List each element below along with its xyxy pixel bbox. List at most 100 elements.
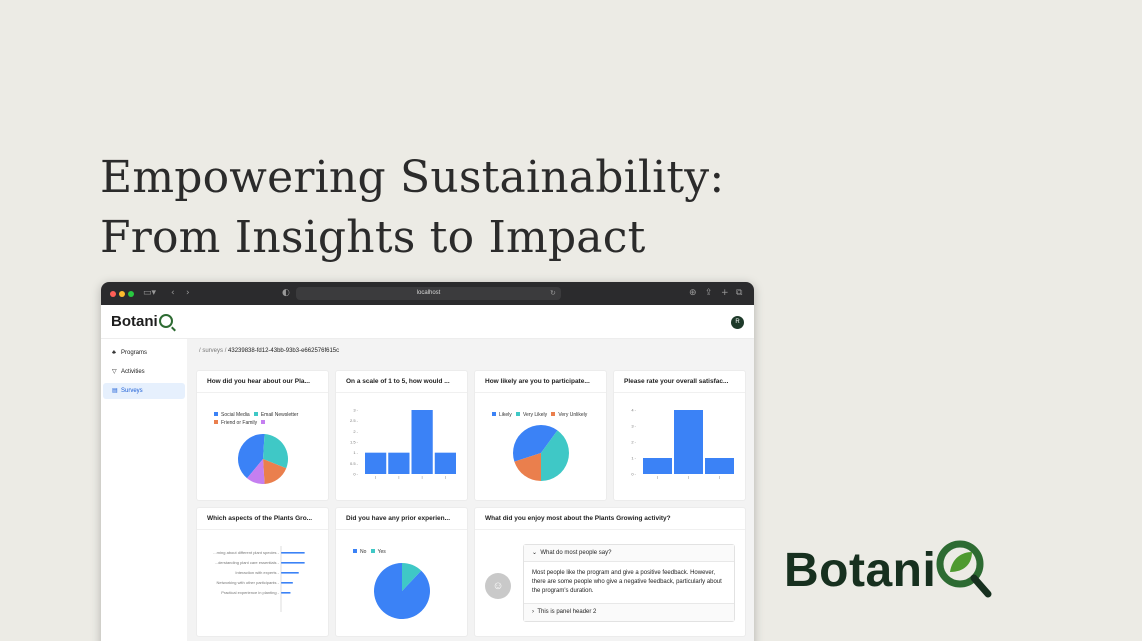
minimize-window-icon[interactable]	[119, 291, 125, 297]
y-tick-label: 1 -	[631, 456, 636, 461]
bar[interactable]	[281, 582, 293, 584]
pie-slice[interactable]	[514, 453, 541, 481]
bar[interactable]	[411, 410, 433, 474]
pie-slice[interactable]	[238, 434, 265, 479]
pie-chart[interactable]	[238, 434, 288, 484]
chevron-right-icon: ›	[532, 609, 534, 615]
shield-icon: ◐	[282, 288, 290, 298]
bar-chart[interactable]: 0 - 0.5 - 1 - 1.5 - 2 - 2.5 - 3 -	[346, 404, 461, 484]
legend-item[interactable]: Email Newsletter	[253, 412, 298, 418]
bar[interactable]	[388, 452, 410, 474]
bar[interactable]	[674, 410, 703, 474]
chart-legend: Social Media Email Newsletter Friend or …	[214, 411, 324, 427]
brand-logo: Botani	[784, 536, 998, 601]
sidebar-item-label: Activities	[121, 369, 145, 375]
horizontal-bar-chart[interactable]: ...rning about different plant species -…	[199, 546, 327, 626]
sidebar-item-label: Surveys	[121, 388, 143, 394]
survey-card-participate-likelihood[interactable]: How likely are you to participate... Lik…	[474, 370, 607, 501]
card-title: How likely are you to participate...	[475, 371, 606, 393]
bar-chart[interactable]: 0 - 1 - 2 - 3 - 4 -	[624, 404, 739, 484]
survey-card-prior-experience[interactable]: Did you have any prior experien... No Ye…	[335, 507, 468, 637]
bar[interactable]	[281, 592, 291, 594]
trophy-icon: ▽	[112, 369, 117, 375]
card-title: Please rate your overall satisfac...	[614, 371, 745, 393]
legend-item[interactable]	[261, 420, 268, 426]
survey-card-hear-about[interactable]: How did you hear about our Pla... Social…	[196, 370, 329, 501]
pie-slice[interactable]	[247, 459, 265, 484]
robot-icon: ☺	[485, 573, 511, 599]
address-bar[interactable]: localhost	[296, 287, 561, 300]
answers-accordion: ⌄ What do most people say? Most people l…	[523, 544, 735, 622]
category-label: Interaction with experts -	[235, 570, 279, 575]
bar[interactable]	[281, 562, 305, 564]
accordion-header-label: This is panel header 2	[537, 609, 597, 615]
y-tick-label: 0.5 -	[350, 461, 359, 466]
back-icon[interactable]: ‹	[171, 288, 175, 298]
sidebar-toggle-icon[interactable]: ▭▾	[143, 288, 157, 298]
sidebar-item-activities[interactable]: ▽ Activities	[103, 364, 185, 380]
reload-icon[interactable]: ↻	[550, 289, 556, 297]
card-title: What did you enjoy most about the Plants…	[475, 508, 745, 530]
y-tick-label: 3 -	[631, 424, 636, 429]
headline-line-2: From Insights to Impact	[100, 212, 646, 263]
app-header: Botani R	[101, 305, 754, 339]
card-title: Did you have any prior experien...	[336, 508, 467, 530]
tab-overview-icon[interactable]: ⧉	[736, 288, 743, 298]
y-tick-label: 1.5 -	[350, 440, 359, 445]
accordion-panel-2-header[interactable]: › This is panel header 2	[524, 604, 734, 621]
bar[interactable]	[434, 452, 456, 474]
pie-chart[interactable]	[513, 425, 569, 481]
new-tab-icon[interactable]: +	[721, 288, 729, 298]
browser-window: ▭▾ ‹ › ◐ localhost ↻ ⊕ ⇪ + ⧉ Botani R ♣ P…	[101, 282, 754, 641]
y-tick-label: 0 -	[631, 472, 636, 477]
pie-slice[interactable]	[513, 425, 558, 462]
pie-chart[interactable]	[374, 563, 430, 619]
survey-card-overall-satisfaction[interactable]: Please rate your overall satisfac... 0 -…	[613, 370, 746, 501]
sprout-icon: ♣	[112, 350, 116, 356]
sidebar-item-surveys[interactable]: ▤ Surveys	[103, 383, 185, 399]
survey-card-enjoy-most[interactable]: What did you enjoy most about the Plants…	[474, 507, 746, 637]
category-label: ...rning about different plant species -	[213, 550, 279, 555]
breadcrumb-separator: /	[199, 348, 201, 354]
pie-slice[interactable]	[541, 430, 569, 481]
forward-icon[interactable]: ›	[186, 288, 190, 298]
main-content: / surveys / 43239838-fd12-43bb-93b3-e662…	[187, 339, 754, 641]
sidebar-item-programs[interactable]: ♣ Programs	[103, 345, 185, 361]
survey-card-plants-aspects[interactable]: Which aspects of the Plants Gro... ...rn…	[196, 507, 329, 637]
survey-card-scale-rating[interactable]: On a scale of 1 to 5, how would ... 0 -0…	[335, 370, 468, 501]
headline: Empowering Sustainability: From Insights…	[100, 148, 724, 268]
pie-slice[interactable]	[263, 434, 288, 469]
card-title: Which aspects of the Plants Gro...	[197, 508, 328, 530]
breadcrumb-surveys-link[interactable]: surveys	[202, 348, 224, 354]
bar[interactable]	[705, 458, 734, 474]
y-tick-label: 4 -	[631, 408, 636, 413]
accordion-panel-1-header[interactable]: ⌄ What do most people say?	[524, 545, 734, 562]
bar[interactable]	[281, 572, 299, 574]
accordion-panel-1-body: Most people like the program and give a …	[524, 562, 734, 604]
magnifier-leaf-icon	[158, 314, 173, 328]
legend-item[interactable]: Very Likely	[515, 412, 547, 418]
legend-item[interactable]: Likely	[492, 412, 512, 418]
y-tick-label: 1 -	[353, 450, 358, 455]
y-tick-label: 2 -	[631, 440, 636, 445]
app-logo[interactable]: Botani	[111, 313, 173, 330]
legend-item[interactable]: No	[353, 549, 366, 555]
bar[interactable]	[365, 452, 387, 474]
chart-legend: No Yes	[353, 548, 463, 556]
bar[interactable]	[643, 458, 672, 474]
download-icon[interactable]: ⊕	[689, 288, 697, 298]
legend-item[interactable]: Yes	[370, 549, 386, 555]
legend-item[interactable]: Very Unlikely	[551, 412, 587, 418]
sidebar: ♣ Programs ▽ Activities ▤ Surveys	[101, 339, 187, 641]
category-label: Practical experience in planting -	[221, 590, 279, 595]
breadcrumb-separator: /	[224, 348, 227, 354]
legend-item[interactable]: Social Media	[214, 412, 250, 418]
legend-item[interactable]: Friend or Family	[214, 420, 257, 426]
close-window-icon[interactable]	[110, 291, 116, 297]
bar[interactable]	[281, 552, 305, 554]
pie-slice[interactable]	[263, 459, 287, 484]
pie-slice[interactable]	[402, 563, 422, 591]
maximize-window-icon[interactable]	[128, 291, 134, 297]
share-icon[interactable]: ⇪	[705, 288, 713, 298]
avatar[interactable]: R	[731, 316, 744, 329]
